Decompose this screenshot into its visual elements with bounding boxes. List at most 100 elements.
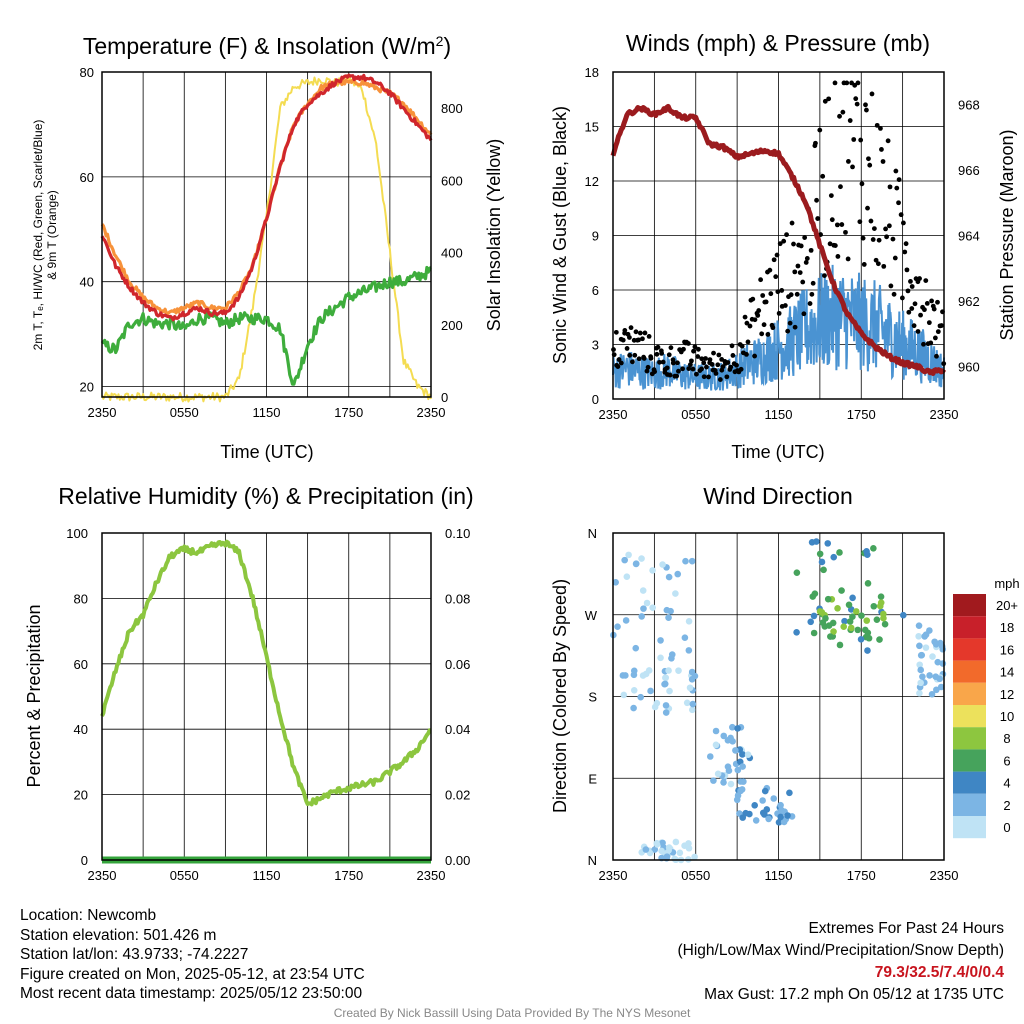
- wind-gust-point: [798, 243, 804, 249]
- wind-gust-point: [701, 360, 707, 366]
- wind-gust-point: [935, 299, 940, 305]
- wind-gust-point: [807, 301, 813, 306]
- dir-point: [647, 687, 654, 695]
- wind-series-station-pressure: [610, 103, 947, 376]
- wind-gust-point: [860, 235, 866, 241]
- wind-gust-point: [739, 343, 745, 349]
- dir-point: [765, 815, 772, 823]
- wind-gust-point: [636, 356, 642, 362]
- wind-gust-point: [724, 374, 730, 380]
- dir-point: [857, 636, 865, 643]
- wind-gust-point: [720, 364, 726, 370]
- wind-gust-point: [926, 320, 932, 326]
- wind-gust-point: [865, 205, 870, 211]
- dir-point: [761, 787, 769, 795]
- latlon-text: Station lat/lon: 43.9733; -74.2227: [20, 946, 249, 963]
- wind-gust-point: [645, 364, 651, 370]
- wind-gust-point: [782, 303, 788, 308]
- wind-gust-point: [859, 181, 865, 187]
- dir-point: [651, 703, 659, 711]
- dir-point: [864, 629, 872, 637]
- wind-gust-point: [855, 80, 861, 86]
- wind-gust-point: [674, 373, 680, 379]
- dir-point: [770, 795, 778, 802]
- wind-gust-point: [659, 350, 665, 356]
- dir-point: [657, 637, 664, 644]
- wind-ytick-label: 6: [592, 283, 599, 298]
- dir-point: [827, 633, 834, 640]
- wind-gust-point: [887, 184, 893, 190]
- wind-gust-point: [711, 350, 716, 356]
- dir-point: [915, 632, 922, 640]
- dir-point: [688, 557, 696, 565]
- wind-gust-point: [826, 96, 832, 102]
- wind-gust-point: [744, 320, 750, 326]
- dir-point: [640, 605, 647, 612]
- rh-y2tick-label: 0.04: [445, 722, 470, 737]
- wind-direction-panel: Wind Direction Direction (Colored By Spe…: [550, 483, 1020, 883]
- wind-gust-point: [627, 352, 633, 358]
- wind-ytick-label: 0: [592, 392, 599, 407]
- wind-gust-point: [760, 293, 766, 298]
- dir-point: [793, 629, 800, 636]
- wind-series-sonic-wind: [612, 264, 945, 391]
- dir-point: [933, 686, 940, 694]
- wind-ylabel-right: Station Pressure (Maroon): [997, 129, 1017, 340]
- dir-point: [841, 617, 848, 625]
- dir-point: [916, 661, 923, 669]
- rh-ytick-label: 80: [74, 591, 88, 606]
- wind-gust-point: [902, 249, 908, 255]
- wind-gust-point: [680, 366, 685, 372]
- wind-gust-point: [908, 279, 913, 284]
- dir-point: [642, 846, 650, 853]
- dir-point: [829, 619, 837, 627]
- dir-point: [712, 727, 720, 735]
- dir-point: [830, 553, 838, 561]
- dir-point: [659, 839, 666, 847]
- wind-gust-point: [703, 356, 708, 361]
- dir-point: [870, 602, 878, 610]
- wind-gust-point: [870, 237, 876, 242]
- wind-gust-point: [905, 288, 911, 294]
- dir-point: [932, 641, 940, 648]
- wind-gust-point: [624, 346, 630, 351]
- legend-swatch: [953, 594, 986, 617]
- wind-gust-point: [932, 335, 938, 341]
- legend-swatch: [953, 638, 986, 661]
- dir-ytick-label: W: [585, 608, 598, 623]
- wind-gust-point: [797, 270, 803, 275]
- wind-gust-point: [828, 193, 834, 198]
- rh-xtick-label: 1750: [334, 868, 363, 883]
- wind-gust-point: [781, 238, 787, 244]
- wind-gust-point: [883, 226, 888, 232]
- legend-swatch: [953, 660, 986, 683]
- wind-gust-point: [622, 327, 628, 333]
- dir-ytick-label: N: [588, 853, 597, 868]
- dir-ytick-label: N: [588, 526, 597, 541]
- wind-gust-point: [615, 364, 621, 369]
- dir-point: [665, 667, 672, 674]
- wind-gust-point: [632, 352, 638, 358]
- dir-point: [777, 813, 784, 821]
- dir-point: [822, 615, 829, 622]
- dir-point: [807, 618, 815, 626]
- dir-point: [658, 847, 665, 855]
- wind-gust-point: [878, 126, 883, 131]
- wind-gust-point: [827, 241, 833, 247]
- wind-gust-point: [815, 216, 821, 221]
- wind-gust-point: [917, 276, 922, 281]
- dir-point: [740, 778, 747, 785]
- dir-point: [818, 558, 826, 566]
- wind-gust-point: [896, 200, 901, 206]
- dir-ytick-label: E: [588, 771, 597, 786]
- wind-gust-point: [809, 291, 815, 297]
- rh-y2tick-label: 0.10: [445, 526, 470, 541]
- temp-xtick-label: 2350: [88, 405, 117, 420]
- dir-point: [751, 802, 758, 809]
- dir-point: [714, 770, 722, 778]
- location-text: Location: Newcomb: [20, 907, 157, 924]
- dir-point: [639, 587, 647, 594]
- wind-gust-point: [784, 232, 789, 238]
- dir-point: [620, 691, 628, 699]
- wind-gust-point: [814, 197, 819, 203]
